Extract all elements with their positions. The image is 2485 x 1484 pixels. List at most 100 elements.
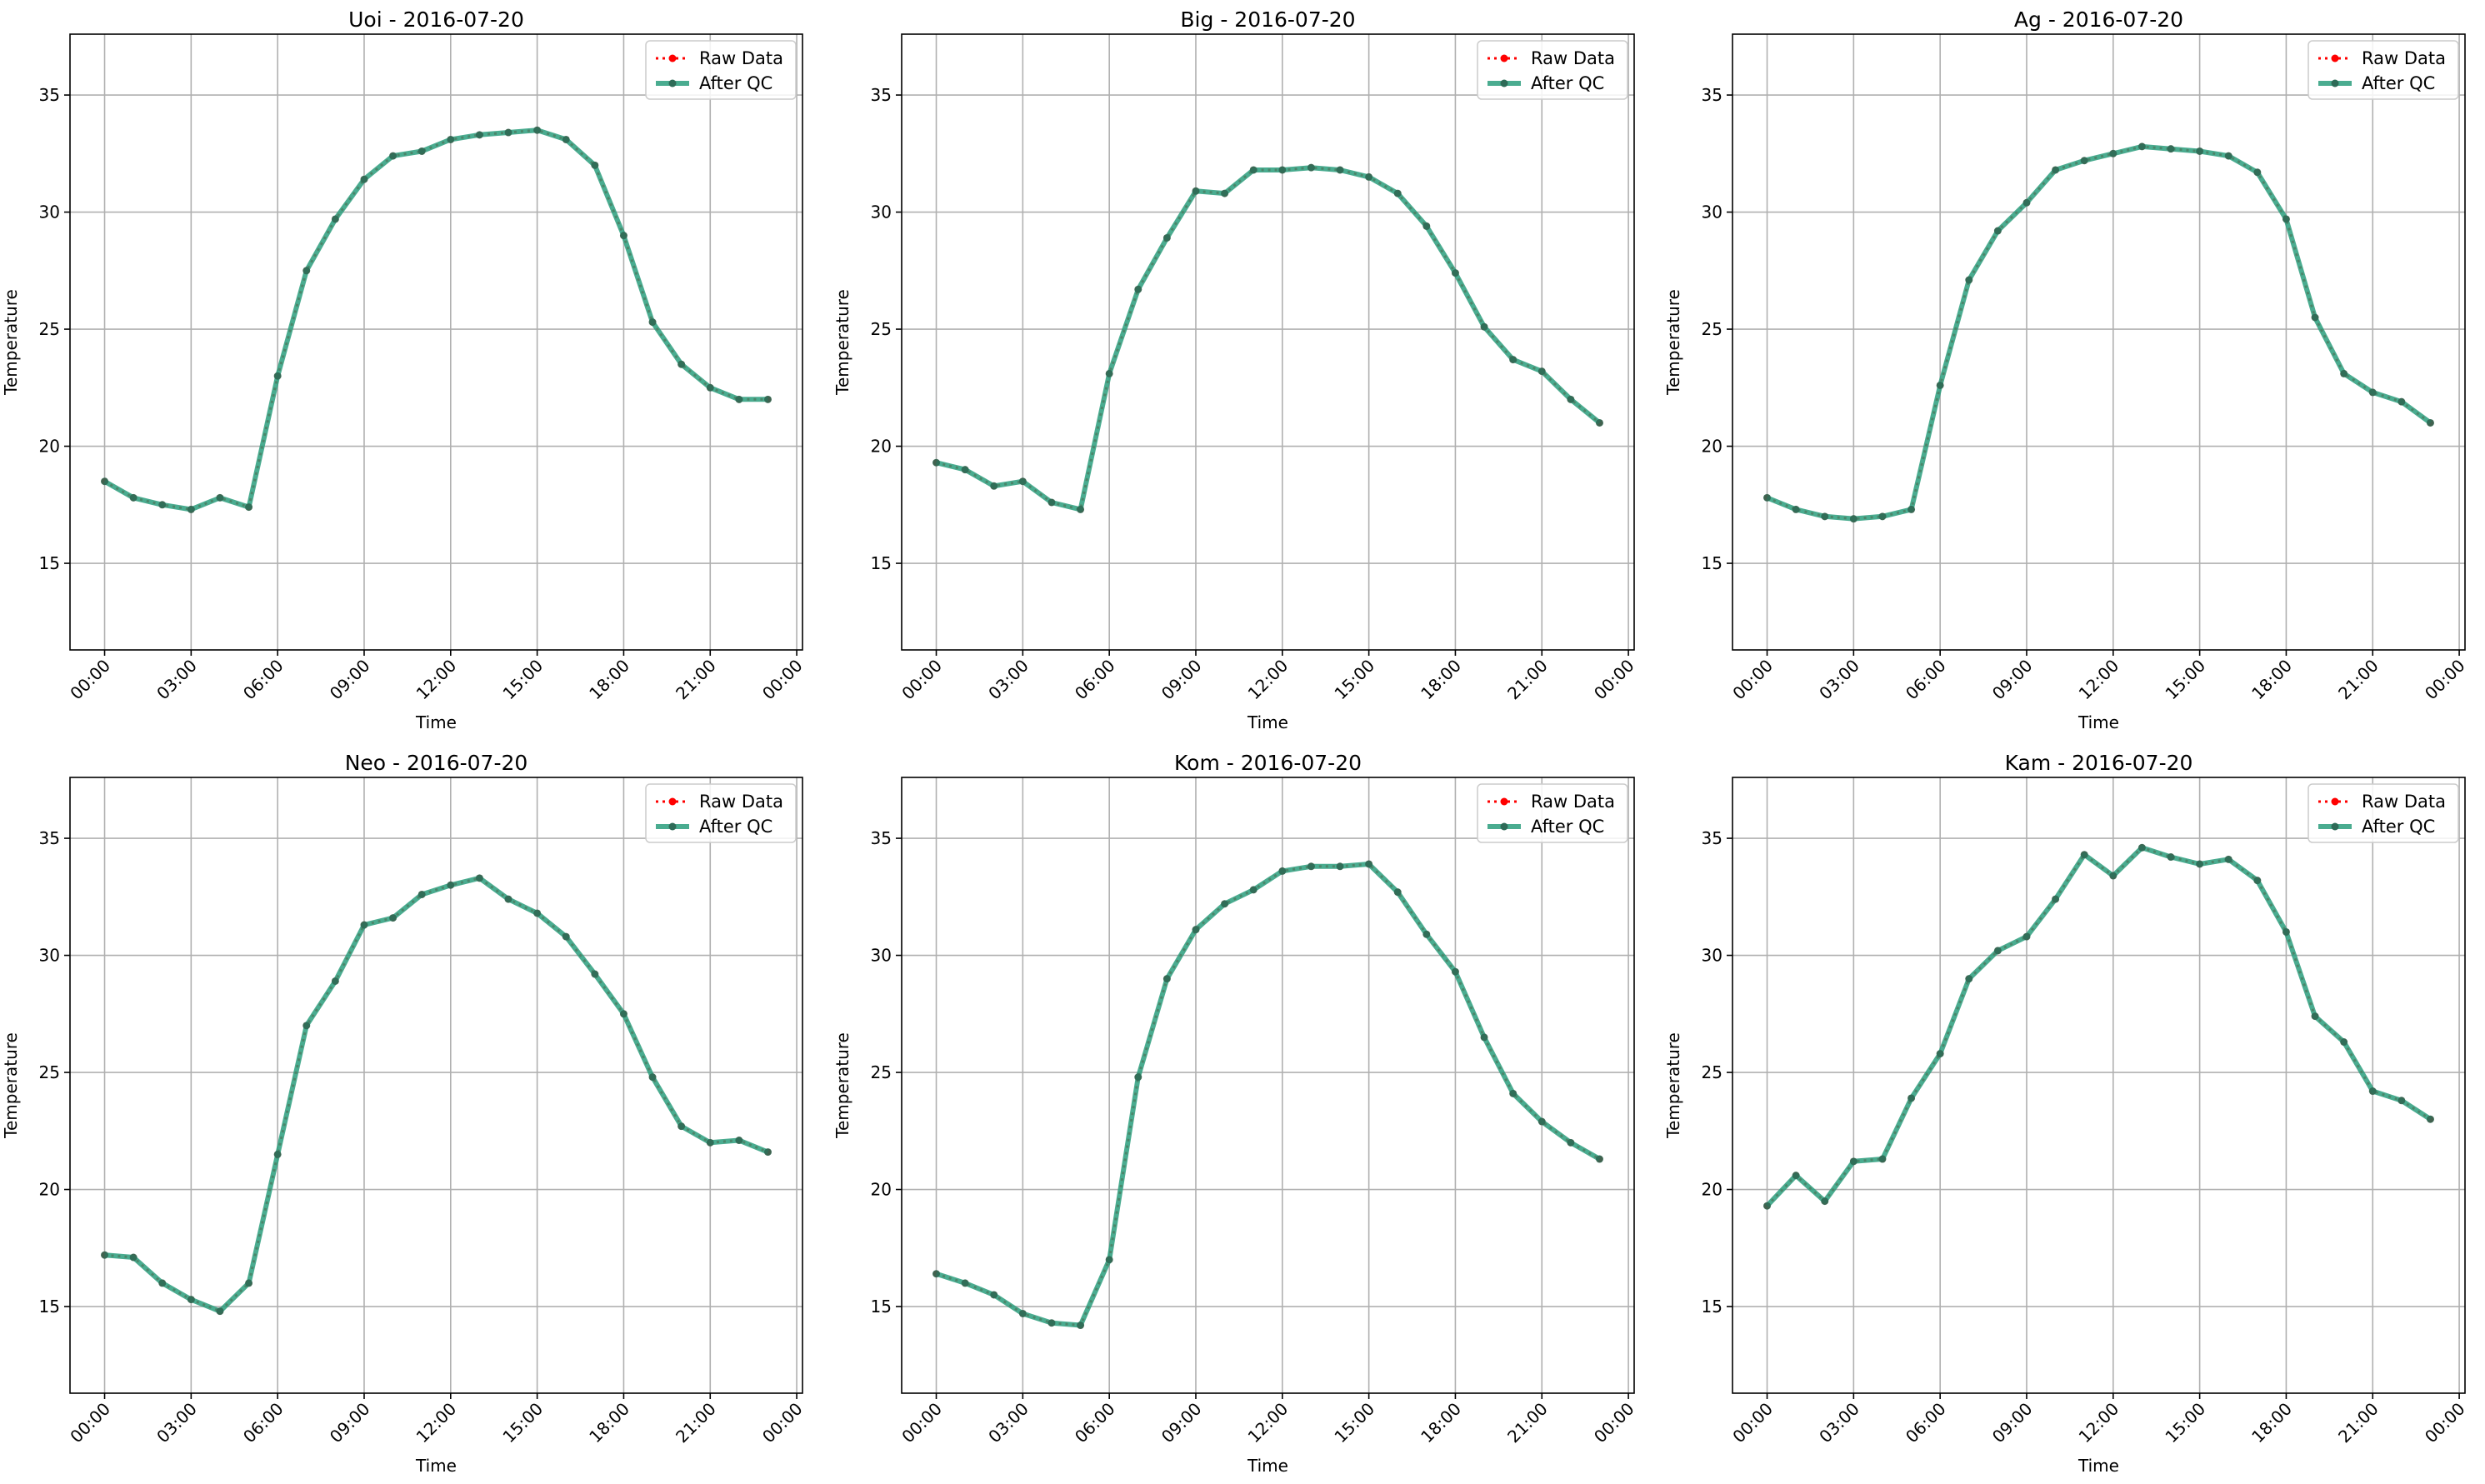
legend: Raw Data After QC: [645, 783, 797, 843]
y-tick-label: 35: [871, 85, 892, 105]
after-qc-point: [1878, 1155, 1887, 1163]
x-tick-label: 12:00: [1244, 656, 1292, 704]
x-axis-label: Time: [2078, 712, 2119, 732]
after-qc-point: [2282, 215, 2290, 223]
y-tick-label: 30: [39, 202, 60, 222]
after-qc-line: [1766, 143, 2432, 522]
after-qc-point: [273, 372, 282, 380]
after-qc-point: [2138, 843, 2146, 852]
after-qc-point: [1192, 926, 1200, 934]
after-qc-point: [2109, 149, 2118, 157]
x-tick-label: 21:00: [1503, 656, 1552, 704]
after-qc-point: [158, 501, 167, 509]
y-tick-label: 25: [39, 1062, 60, 1082]
after-qc-point: [1048, 1319, 1056, 1327]
x-tick-label: 00:00: [2421, 656, 2469, 704]
x-tick-label: 03:00: [984, 1399, 1032, 1447]
after-qc-point: [533, 909, 542, 917]
y-axis-label: Temperature: [1663, 1032, 1683, 1139]
y-tick-label: 20: [1702, 437, 1722, 457]
y-tick-label: 20: [39, 1180, 60, 1200]
raw-data-line: [1766, 846, 2432, 1207]
after-qc-point: [735, 395, 743, 403]
x-tick-label: 12:00: [412, 656, 461, 704]
after-qc-point: [1422, 222, 1431, 230]
after-qc-point: [1509, 1089, 1518, 1097]
x-tick-label: 21:00: [2334, 1399, 2382, 1447]
after-qc-point: [1567, 395, 1575, 403]
after-qc-point: [1105, 1256, 1113, 1264]
subplot-3: 00:00 03:00 06:00 09:00 12:00 15:00 18:00 21:00…: [1, 751, 807, 1476]
after-qc-point: [2426, 1115, 2434, 1123]
x-axis-label: Time: [415, 712, 457, 732]
after-qc-point: [2368, 388, 2377, 397]
y-axis-label: Temperature: [832, 289, 852, 396]
after-qc-point: [245, 1279, 253, 1287]
legend-raw-marker: [668, 54, 677, 62]
after-qc-point: [735, 1137, 743, 1145]
after-qc-point: [648, 1073, 657, 1082]
x-tick-label: 00:00: [1728, 656, 1777, 704]
after-qc-point: [2253, 168, 2262, 177]
after-qc-point: [1192, 187, 1200, 195]
x-tick-label: 15:00: [498, 1399, 547, 1447]
after-qc-point: [331, 977, 339, 985]
legend-qc-label: After QC: [1531, 817, 1604, 837]
after-qc-point: [1451, 967, 1459, 976]
raw-data-line: [103, 128, 768, 511]
after-qc-point: [1134, 285, 1142, 293]
axes-frame: [1732, 777, 2466, 1394]
after-qc-point: [562, 135, 570, 143]
after-qc-point: [591, 161, 599, 169]
after-qc-point: [129, 493, 138, 502]
y-tick-label: 30: [871, 202, 892, 222]
after-qc-point: [1422, 930, 1431, 938]
x-tick-label: 18:00: [585, 1399, 633, 1447]
legend-qc-label: After QC: [2362, 817, 2435, 837]
after-qc-point: [990, 1291, 998, 1299]
x-axis-label: Time: [1247, 1456, 1288, 1476]
after-qc-point: [619, 232, 628, 240]
legend-raw-marker: [1500, 797, 1508, 806]
after-qc-point: [2426, 418, 2434, 427]
x-tick-label: 00:00: [2421, 1399, 2469, 1447]
after-qc-point: [2080, 851, 2088, 859]
after-qc-point: [1278, 867, 1287, 875]
after-qc-point: [1077, 1322, 1085, 1330]
x-tick-label: 03:00: [1815, 656, 1863, 704]
raw-data-line: [1766, 145, 2432, 521]
after-qc-point: [1993, 227, 2002, 235]
after-qc-point: [763, 1148, 772, 1157]
x-tick-label: 03:00: [1815, 1399, 1863, 1447]
after-qc-point: [2340, 369, 2348, 377]
x-tick-label: 12:00: [2075, 1399, 2123, 1447]
after-qc-point: [961, 1279, 969, 1287]
after-qc-point: [1821, 512, 1829, 521]
y-tick-label: 35: [1702, 85, 1722, 105]
x-tick-label: 09:00: [326, 1399, 374, 1447]
after-qc-point: [961, 466, 969, 474]
after-qc-point: [1965, 276, 1973, 284]
after-qc-point: [2311, 1012, 2319, 1021]
raw-data-line: [104, 877, 769, 1313]
after-qc-point: [504, 128, 512, 137]
x-tick-label: 15:00: [2161, 1399, 2209, 1447]
y-tick-label: 25: [871, 319, 892, 339]
x-tick-label: 00:00: [1590, 1399, 1638, 1447]
after-qc-line: [104, 875, 769, 1314]
x-tick-label: 15:00: [1330, 656, 1378, 704]
subplot-title: Kom - 2016-07-20: [1174, 751, 1362, 775]
legend-raw-label: Raw Data: [699, 792, 783, 812]
legend-raw-marker: [2331, 797, 2339, 806]
legend-raw-marker: [1500, 54, 1508, 62]
x-tick-label: 15:00: [2161, 656, 2209, 704]
x-tick-label: 03:00: [984, 656, 1032, 704]
x-tick-label: 06:00: [1071, 1399, 1119, 1447]
y-tick-label: 30: [871, 946, 892, 966]
after-qc-point: [2022, 198, 2031, 207]
after-qc-point: [389, 152, 398, 160]
raw-data-line: [936, 862, 1601, 1327]
x-tick-label: 00:00: [1728, 1399, 1777, 1447]
after-qc-point: [562, 932, 570, 941]
